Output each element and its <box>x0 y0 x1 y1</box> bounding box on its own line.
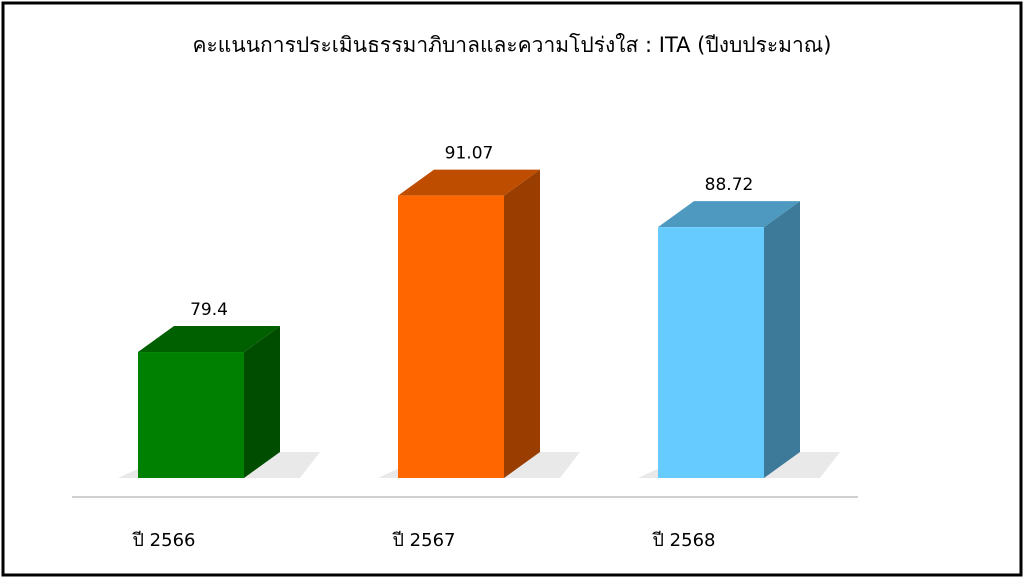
bar-side <box>244 326 280 478</box>
bar <box>658 227 764 478</box>
value-label: 91.07 <box>445 144 494 164</box>
x-tick-label: ปี 2568 <box>652 530 715 551</box>
value-label: 79.4 <box>190 300 228 320</box>
bar-top <box>138 326 280 353</box>
bar-side <box>504 169 540 479</box>
x-tick-label: ปี 2567 <box>392 530 455 551</box>
bar <box>138 352 244 478</box>
value-label: 88.72 <box>705 175 754 195</box>
bar-top <box>398 169 540 196</box>
bar-top <box>658 201 800 228</box>
chart-title: คะแนนการประเมินธรรมาภิบาลและความโปร่งใส … <box>192 33 831 57</box>
bar <box>398 195 504 479</box>
x-tick-label: ปี 2566 <box>132 530 195 551</box>
bar-side <box>764 201 800 479</box>
